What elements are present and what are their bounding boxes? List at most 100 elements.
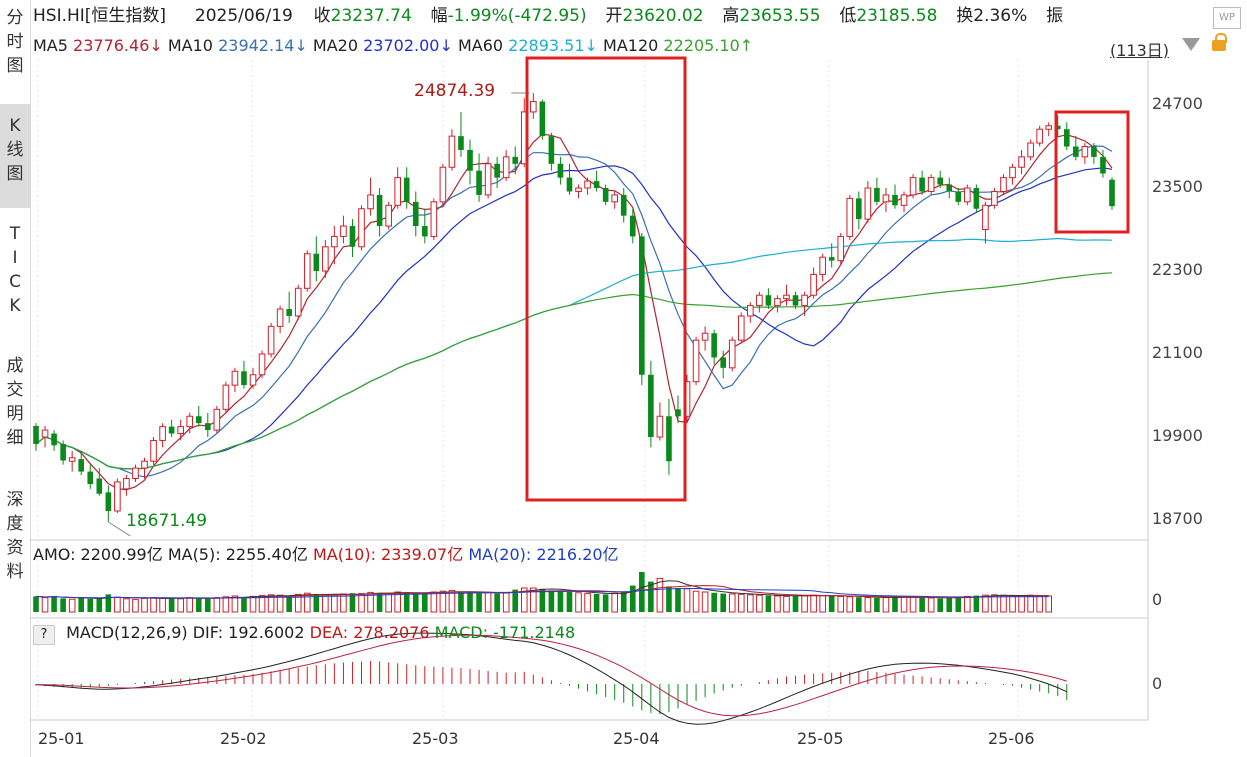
wp-icon[interactable]: WP — [1213, 7, 1241, 29]
candle-body-down — [856, 198, 862, 220]
candle-body-up — [737, 315, 745, 341]
ma120-value: 22205.10↑ — [663, 36, 754, 55]
candle-body-up — [909, 177, 917, 196]
volume-bar-down — [476, 593, 482, 612]
volume-bar-up — [294, 593, 302, 613]
volume-bar-down — [892, 597, 898, 612]
candle-body-down — [313, 253, 320, 271]
tab-minute-chart[interactable]: 分 时 图 — [0, 6, 30, 86]
volume-bar-up — [927, 597, 935, 613]
lock-icon[interactable] — [1212, 40, 1226, 51]
volume-bar-down — [629, 585, 636, 612]
candle-body-up — [900, 194, 908, 206]
candle-body-up — [186, 415, 194, 428]
candle-body-down — [412, 201, 419, 227]
candle-body-up — [882, 194, 890, 203]
volume-bar-down — [458, 592, 464, 612]
volume-bar-down — [937, 598, 944, 612]
ma5-value: 23776.46↓ — [73, 36, 163, 55]
symbol-name: HSI.HI[恒生指数] — [33, 6, 167, 26]
tab-kline-chart[interactable]: K 线 图 — [0, 104, 30, 208]
candle-body-down — [792, 295, 799, 306]
candle-body-up — [1081, 146, 1089, 158]
tab-char: 明 — [6, 404, 24, 424]
volume-bar-up — [303, 592, 311, 613]
tab-tick[interactable]: T I C K — [0, 222, 30, 332]
volume-bar-down — [78, 598, 85, 612]
volume-bar-up — [159, 597, 166, 613]
volume-bar-down — [874, 598, 880, 612]
volume-bar-up — [530, 587, 537, 613]
ma10-label: MA10 — [167, 36, 213, 55]
volume-bar-down — [96, 598, 103, 612]
candle-body-down — [422, 226, 428, 237]
volume-bar-down — [593, 594, 600, 612]
candle-body-up — [656, 415, 664, 438]
candle-body-down — [349, 226, 356, 247]
volume-bar-up — [900, 596, 908, 613]
candle-body-up — [41, 429, 49, 438]
volume-bar-up — [448, 589, 456, 613]
change-label: 幅 — [430, 6, 448, 26]
candle-body-down — [629, 215, 636, 237]
candle-body-down — [639, 236, 645, 375]
volume-bar-up — [385, 593, 392, 613]
volume-bar-down — [973, 595, 980, 612]
volume-bar-down — [711, 592, 717, 612]
volume-bar-down — [828, 596, 835, 612]
candle-body-down — [78, 459, 85, 472]
volume-bar-down — [648, 581, 654, 612]
x-tick: 25-05 — [797, 729, 844, 748]
volume-bar-down — [765, 595, 772, 612]
volume-bar-down — [286, 596, 292, 612]
tab-trade-detail[interactable]: 成 交 明 细 — [0, 354, 30, 464]
help-button[interactable]: ? — [33, 625, 55, 645]
volume-bar-up — [801, 595, 808, 613]
candle-body-down — [512, 156, 519, 164]
candle-body-down — [168, 426, 175, 434]
tab-depth-info[interactable]: 深 度 资 料 — [0, 488, 30, 598]
candle-body-up — [1018, 156, 1025, 168]
volume-bar-up — [358, 593, 365, 613]
tab-char: K — [9, 116, 21, 136]
volume-bar-down — [204, 598, 211, 612]
candle-body-up — [258, 353, 266, 376]
candle-body-up — [783, 294, 790, 300]
candle-body-up — [132, 467, 139, 479]
volume-bar-up — [394, 591, 401, 613]
tab-char: 深 — [6, 490, 24, 510]
candle-body-down — [955, 191, 962, 202]
ma-line-10 — [35, 145, 1113, 478]
candle-body-down — [973, 188, 980, 209]
y-tick: 22300 — [1152, 260, 1203, 279]
volume-bar-up — [864, 597, 872, 613]
x-tick: 25-06 — [988, 729, 1035, 748]
volume-bar-up — [331, 594, 338, 613]
x-tick: 25-04 — [613, 729, 660, 748]
volume-bar-up — [584, 593, 591, 613]
period-days[interactable]: (113日) — [1110, 41, 1170, 60]
candle-body-down — [476, 170, 482, 195]
volume-bar-down — [639, 572, 645, 612]
candle-body-up — [846, 197, 854, 237]
vol-ma10: MA(10): 2339.07亿 — [312, 545, 464, 564]
candle-body-up — [303, 253, 311, 289]
chevron-down-icon[interactable] — [1182, 38, 1200, 51]
volume-bar-up — [701, 591, 709, 613]
ma120-label: MA120 — [603, 36, 659, 55]
volume-bar-up — [656, 577, 664, 613]
candle-body-down — [711, 333, 717, 358]
high-annotation: 24874.39 — [414, 81, 496, 101]
volume-bar-down — [33, 596, 39, 612]
candle-body-up — [801, 294, 808, 307]
volume-bar-up — [222, 596, 230, 613]
candle-body-up — [747, 305, 754, 317]
change-value: -1.99%(-472.95) — [447, 6, 587, 26]
close-label: 收 — [313, 6, 331, 26]
candle-body-up — [68, 457, 76, 462]
volume-bar-up — [909, 596, 917, 613]
candle-body-up — [819, 256, 826, 275]
candle-body-up — [358, 208, 365, 248]
volume-bar-down — [539, 588, 546, 612]
